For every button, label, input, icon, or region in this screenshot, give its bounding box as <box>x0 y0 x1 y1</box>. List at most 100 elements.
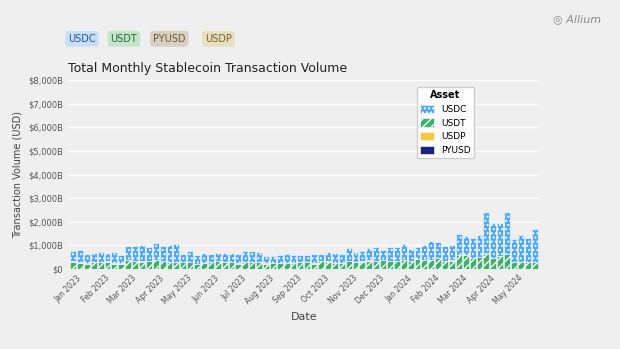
Bar <box>159 246 166 261</box>
Bar <box>511 262 517 269</box>
Bar <box>463 236 469 255</box>
Bar <box>470 238 476 258</box>
Bar <box>277 255 283 263</box>
Bar <box>105 262 110 269</box>
Bar <box>415 259 420 269</box>
Bar <box>504 254 510 269</box>
Bar <box>194 255 200 263</box>
Bar <box>125 260 131 269</box>
Bar <box>146 247 152 261</box>
Bar <box>387 247 393 261</box>
Bar <box>531 229 538 262</box>
Bar <box>353 252 358 262</box>
Y-axis label: Transaction Volume (USD): Transaction Volume (USD) <box>13 111 23 238</box>
Bar <box>518 262 524 269</box>
Legend: USDC, USDT, USDP, PYUSD: USDC, USDT, USDP, PYUSD <box>417 87 474 158</box>
Bar <box>118 263 124 269</box>
Bar <box>277 263 283 269</box>
Bar <box>187 262 193 269</box>
Bar <box>139 262 145 269</box>
Text: PYUSD: PYUSD <box>153 34 185 44</box>
Bar <box>236 263 241 269</box>
Bar <box>325 252 331 261</box>
Bar <box>98 252 104 262</box>
Bar <box>229 253 234 262</box>
Bar <box>442 261 448 269</box>
Bar <box>298 255 303 262</box>
Bar <box>484 254 489 269</box>
Bar <box>91 253 97 262</box>
Bar <box>174 244 179 262</box>
Bar <box>242 262 248 269</box>
Bar <box>318 254 324 261</box>
Bar <box>449 245 455 260</box>
Text: USDT: USDT <box>110 34 138 44</box>
Bar <box>118 254 124 263</box>
Bar <box>167 262 172 269</box>
Bar <box>394 261 400 269</box>
Bar <box>215 261 221 269</box>
Bar <box>366 261 372 269</box>
Bar <box>531 262 538 269</box>
Bar <box>304 262 310 269</box>
Bar <box>112 252 117 263</box>
Bar <box>380 260 386 269</box>
Bar <box>153 244 159 260</box>
Bar <box>70 251 76 261</box>
Bar <box>463 255 469 269</box>
Bar <box>490 258 496 269</box>
Bar <box>194 264 200 269</box>
Bar <box>353 262 358 269</box>
Bar <box>125 246 131 260</box>
Bar <box>318 261 324 269</box>
Bar <box>201 253 207 263</box>
Bar <box>291 255 296 262</box>
Bar <box>525 238 531 262</box>
Bar <box>249 251 255 262</box>
Bar <box>215 253 221 261</box>
Bar <box>283 263 290 269</box>
Bar <box>415 247 420 259</box>
Text: USDC: USDC <box>68 34 96 44</box>
Bar <box>311 254 317 263</box>
Bar <box>249 262 255 269</box>
Bar <box>346 248 352 260</box>
Bar <box>497 256 503 269</box>
Bar <box>153 260 159 269</box>
Bar <box>477 236 482 257</box>
Bar <box>208 262 214 269</box>
Bar <box>201 263 207 269</box>
Bar <box>91 262 97 269</box>
Bar <box>428 241 434 260</box>
Bar <box>449 261 455 269</box>
Bar <box>422 245 427 260</box>
Bar <box>408 249 414 261</box>
Bar <box>311 263 317 269</box>
Bar <box>346 261 352 269</box>
Bar <box>339 263 345 269</box>
Bar <box>263 263 269 269</box>
Bar <box>180 262 186 269</box>
Bar <box>174 262 179 269</box>
Bar <box>187 251 193 262</box>
Bar <box>159 261 166 269</box>
Text: Total Monthly Stablecoin Transaction Volume: Total Monthly Stablecoin Transaction Vol… <box>68 62 347 75</box>
Bar <box>456 234 462 255</box>
Bar <box>256 262 262 269</box>
X-axis label: Date: Date <box>291 312 317 322</box>
Bar <box>435 242 441 258</box>
Bar <box>422 260 427 269</box>
Bar <box>167 245 172 262</box>
Bar <box>77 262 83 269</box>
Bar <box>84 254 90 263</box>
Bar <box>70 262 76 269</box>
Bar <box>394 247 400 261</box>
Text: USDP: USDP <box>205 34 232 44</box>
Bar <box>332 253 338 263</box>
Bar <box>504 212 510 254</box>
Bar <box>270 263 276 269</box>
Bar <box>298 262 303 269</box>
Bar <box>242 251 248 262</box>
Bar <box>373 247 379 261</box>
Bar <box>401 245 407 260</box>
